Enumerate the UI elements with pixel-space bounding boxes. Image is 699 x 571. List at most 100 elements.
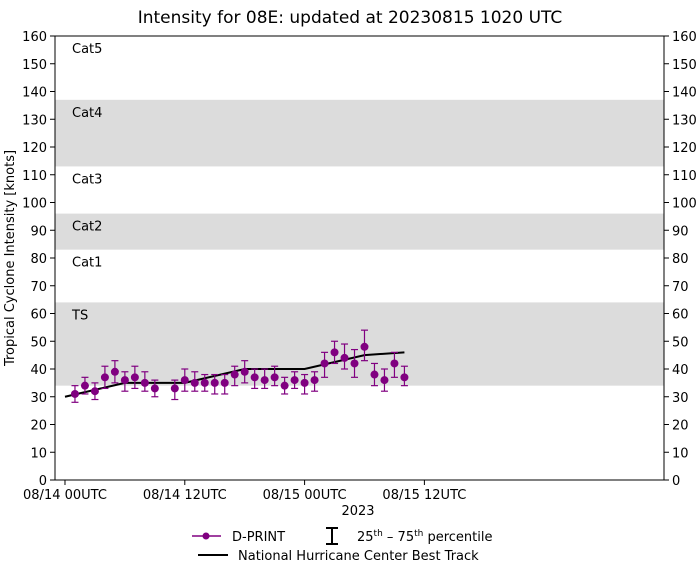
dprint-point bbox=[170, 379, 179, 401]
dprint-marker bbox=[290, 376, 299, 385]
dprint-point bbox=[80, 376, 89, 395]
dprint-marker bbox=[230, 370, 239, 379]
left-y-axis: 0 10 20 30 40 50 60 70 80 90 100 110 120 130 140 150 160 bbox=[22, 30, 55, 489]
dprint-point bbox=[290, 371, 299, 390]
legend-percentile-label: 25th – 75th percentile bbox=[357, 529, 492, 545]
dprint-marker bbox=[300, 378, 309, 387]
dprint-marker bbox=[120, 376, 129, 385]
band-label-cat1: Cat1 bbox=[72, 256, 102, 271]
y-tick-label-right: 160 bbox=[672, 30, 697, 45]
y-axis-label: Tropical Cyclone Intensity [knots] bbox=[3, 150, 18, 367]
dprint-point bbox=[280, 376, 289, 395]
band-label-ts: TS bbox=[71, 308, 88, 323]
legend-dprint-label: D-PRINT bbox=[232, 530, 285, 545]
legend: D-PRINT 25th – 75th percentile National … bbox=[192, 527, 492, 564]
y-tick-label-right: 100 bbox=[672, 197, 697, 212]
y-tick-label-left: 40 bbox=[30, 363, 47, 378]
x-tick-label: 08/15 00UTC bbox=[263, 488, 347, 503]
x-axis-label: 2023 bbox=[341, 504, 374, 519]
dprint-point bbox=[390, 351, 399, 378]
dprint-point bbox=[310, 371, 319, 392]
dprint-point bbox=[250, 368, 259, 390]
dprint-marker bbox=[190, 378, 199, 387]
dprint-marker bbox=[400, 373, 409, 382]
band-label-cat4: Cat4 bbox=[72, 106, 102, 121]
dprint-point bbox=[210, 373, 219, 395]
dprint-marker bbox=[320, 359, 329, 368]
dprint-point bbox=[260, 368, 269, 390]
dprint-marker bbox=[110, 367, 119, 376]
dprint-point bbox=[400, 365, 409, 387]
dprint-point bbox=[300, 373, 309, 395]
dprint-point bbox=[350, 348, 359, 378]
dprint-marker bbox=[250, 373, 259, 382]
dprint-point bbox=[230, 365, 239, 387]
dprint-point bbox=[240, 360, 249, 384]
dprint-point bbox=[110, 360, 119, 384]
plot-frame bbox=[54, 35, 665, 481]
legend-errorbar-icon bbox=[326, 527, 338, 545]
x-tick-label: 08/14 12UTC bbox=[143, 488, 227, 503]
dprint-marker bbox=[380, 376, 389, 385]
band-label-cat5: Cat5 bbox=[72, 42, 102, 57]
dprint-marker bbox=[170, 384, 179, 393]
intensity-category-bands: TS Cat1 Cat2 Cat3 Cat4 Cat5 bbox=[55, 42, 664, 386]
y-tick-label-left: 90 bbox=[30, 224, 47, 239]
y-tick-label-left: 140 bbox=[22, 86, 47, 101]
dprint-marker bbox=[280, 381, 289, 390]
dprint-marker bbox=[200, 378, 209, 387]
y-tick-label-right: 30 bbox=[672, 391, 689, 406]
x-tick-label: 08/15 12UTC bbox=[382, 488, 466, 503]
y-tick-label-left: 150 bbox=[22, 58, 47, 73]
dprint-marker bbox=[310, 376, 319, 385]
x-axis: 08/14 00UTC 08/14 12UTC 08/15 00UTC 08/15 1… bbox=[23, 480, 466, 503]
y-tick-label-right: 60 bbox=[672, 308, 689, 323]
dprint-marker bbox=[350, 359, 359, 368]
right-y-axis: 0 10 20 30 40 50 60 70 80 90 100 110 120 130 140 150 160 bbox=[664, 30, 697, 489]
dprint-marker bbox=[210, 378, 219, 387]
dprint-point bbox=[370, 362, 379, 387]
y-tick-label-left: 20 bbox=[30, 419, 47, 434]
band-ts bbox=[55, 302, 664, 386]
band-cat2 bbox=[55, 213, 664, 250]
dprint-marker bbox=[370, 370, 379, 379]
dprint-marker bbox=[90, 387, 99, 396]
dprint-point bbox=[70, 385, 79, 403]
y-tick-label-right: 50 bbox=[672, 335, 689, 350]
dprint-marker bbox=[180, 376, 189, 385]
dprint-marker bbox=[220, 378, 229, 387]
y-tick-label-left: 30 bbox=[30, 391, 47, 406]
y-tick-label-left: 160 bbox=[22, 30, 47, 45]
dprint-marker bbox=[80, 381, 89, 390]
y-tick-label-left: 130 bbox=[22, 113, 47, 128]
y-tick-label-right: 140 bbox=[672, 86, 697, 101]
dprint-point bbox=[360, 329, 369, 362]
y-tick-label-right: 10 bbox=[672, 446, 689, 461]
dprint-marker bbox=[130, 373, 139, 382]
dprint-point bbox=[180, 368, 189, 392]
band-label-cat3: Cat3 bbox=[72, 172, 102, 187]
y-tick-label-left: 80 bbox=[30, 252, 47, 267]
dprint-marker bbox=[340, 353, 349, 362]
dprint-point bbox=[340, 343, 349, 370]
y-tick-label-left: 0 bbox=[39, 474, 47, 489]
dprint-marker bbox=[150, 384, 159, 393]
y-tick-label-right: 110 bbox=[672, 169, 697, 184]
dprint-point bbox=[270, 365, 279, 387]
y-tick-label-right: 90 bbox=[672, 224, 689, 239]
dprint-point bbox=[140, 371, 149, 392]
dprint-point bbox=[380, 368, 389, 392]
y-tick-label-right: 40 bbox=[672, 363, 689, 378]
y-tick-label-right: 130 bbox=[672, 113, 697, 128]
y-tick-label-left: 110 bbox=[22, 169, 47, 184]
band-cat4 bbox=[55, 99, 664, 167]
legend-dprint-marker bbox=[202, 532, 210, 540]
dprint-point bbox=[330, 340, 339, 365]
y-tick-label-right: 0 bbox=[672, 474, 680, 489]
y-tick-label-left: 60 bbox=[30, 308, 47, 323]
dprint-point bbox=[120, 371, 129, 392]
dprint-marker bbox=[330, 348, 339, 357]
dprint-point bbox=[320, 351, 329, 378]
band-label-cat2: Cat2 bbox=[72, 220, 102, 235]
